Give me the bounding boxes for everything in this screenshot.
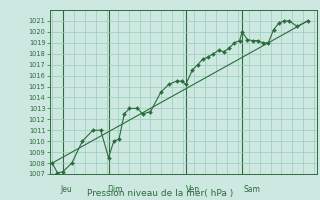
Text: Dim: Dim — [107, 185, 123, 194]
Text: Jeu: Jeu — [60, 185, 72, 194]
Text: Pression niveau de la mer( hPa ): Pression niveau de la mer( hPa ) — [87, 189, 233, 198]
Text: Sam: Sam — [243, 185, 260, 194]
Text: Ven: Ven — [186, 185, 200, 194]
